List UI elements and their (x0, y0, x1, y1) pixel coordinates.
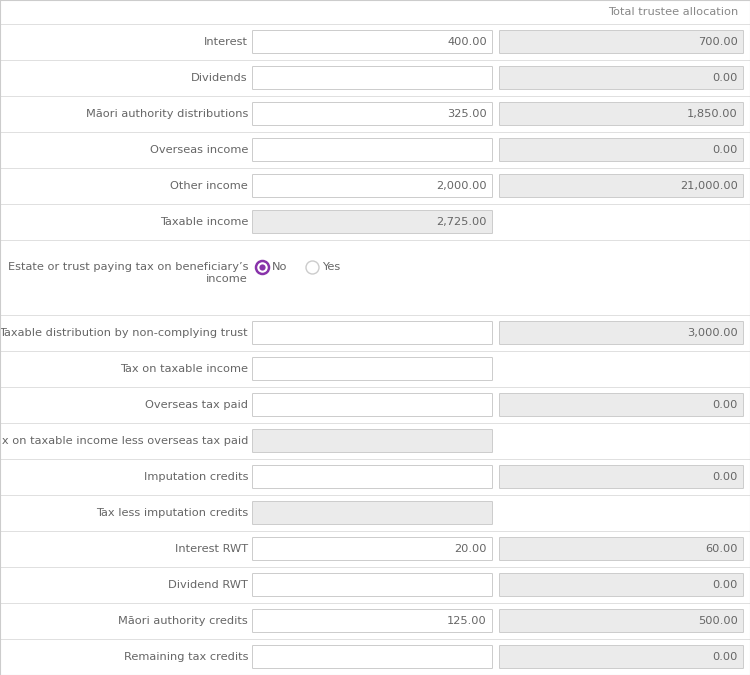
FancyBboxPatch shape (253, 67, 493, 90)
Text: Remaining tax credits: Remaining tax credits (124, 652, 248, 662)
Text: 0.00: 0.00 (712, 145, 738, 155)
FancyBboxPatch shape (253, 321, 493, 344)
Text: Interest: Interest (204, 37, 248, 47)
FancyBboxPatch shape (253, 103, 493, 126)
FancyBboxPatch shape (253, 429, 493, 452)
FancyBboxPatch shape (253, 610, 493, 632)
FancyBboxPatch shape (500, 138, 743, 161)
Text: Yes: Yes (322, 263, 340, 273)
Text: 3,000.00: 3,000.00 (687, 328, 738, 338)
Text: Imputation credits: Imputation credits (143, 472, 248, 482)
Text: Overseas tax paid: Overseas tax paid (145, 400, 248, 410)
Text: Overseas income: Overseas income (149, 145, 248, 155)
Text: 0.00: 0.00 (712, 472, 738, 482)
FancyBboxPatch shape (500, 67, 743, 90)
FancyBboxPatch shape (500, 645, 743, 668)
Text: 0.00: 0.00 (712, 652, 738, 662)
Text: 500.00: 500.00 (698, 616, 738, 626)
Text: Total trustee allocation: Total trustee allocation (608, 7, 738, 17)
Text: Tax on taxable income: Tax on taxable income (120, 364, 248, 374)
FancyBboxPatch shape (500, 321, 743, 344)
FancyBboxPatch shape (253, 211, 493, 234)
FancyBboxPatch shape (500, 466, 743, 489)
FancyBboxPatch shape (253, 645, 493, 668)
Text: Taxable income: Taxable income (160, 217, 248, 227)
Text: 2,725.00: 2,725.00 (436, 217, 487, 227)
Text: 21,000.00: 21,000.00 (680, 181, 738, 191)
FancyBboxPatch shape (500, 103, 743, 126)
Circle shape (256, 261, 269, 274)
Text: Tax on taxable income less overseas tax paid: Tax on taxable income less overseas tax … (0, 436, 248, 446)
Text: Māori authority credits: Māori authority credits (118, 616, 248, 626)
Text: No: No (272, 263, 287, 273)
FancyBboxPatch shape (500, 175, 743, 198)
Text: Māori authority distributions: Māori authority distributions (86, 109, 248, 119)
FancyBboxPatch shape (253, 30, 493, 53)
FancyBboxPatch shape (253, 394, 493, 416)
Text: Estate or trust paying tax on beneficiary’s: Estate or trust paying tax on beneficiar… (8, 263, 248, 273)
FancyBboxPatch shape (253, 574, 493, 597)
Text: Tax less imputation credits: Tax less imputation credits (96, 508, 248, 518)
Text: 125.00: 125.00 (447, 616, 487, 626)
Text: 0.00: 0.00 (712, 580, 738, 590)
FancyBboxPatch shape (253, 138, 493, 161)
Text: 2,000.00: 2,000.00 (436, 181, 487, 191)
FancyBboxPatch shape (253, 175, 493, 198)
Text: 400.00: 400.00 (447, 37, 487, 47)
Text: 0.00: 0.00 (712, 400, 738, 410)
FancyBboxPatch shape (500, 30, 743, 53)
Text: Dividends: Dividends (191, 73, 248, 83)
Text: 20.00: 20.00 (454, 544, 487, 554)
FancyBboxPatch shape (500, 537, 743, 560)
Text: 700.00: 700.00 (698, 37, 738, 47)
Text: 1,850.00: 1,850.00 (687, 109, 738, 119)
Circle shape (260, 265, 266, 271)
Text: Other income: Other income (170, 181, 248, 191)
Circle shape (306, 261, 319, 274)
Text: 60.00: 60.00 (706, 544, 738, 554)
FancyBboxPatch shape (253, 537, 493, 560)
Text: income: income (206, 275, 248, 284)
FancyBboxPatch shape (500, 610, 743, 632)
Text: Dividend RWT: Dividend RWT (168, 580, 248, 590)
Text: Taxable distribution by non-complying trust: Taxable distribution by non-complying tr… (0, 328, 248, 338)
Text: 325.00: 325.00 (447, 109, 487, 119)
FancyBboxPatch shape (500, 574, 743, 597)
FancyBboxPatch shape (500, 394, 743, 416)
FancyBboxPatch shape (253, 358, 493, 381)
Text: 0.00: 0.00 (712, 73, 738, 83)
FancyBboxPatch shape (253, 502, 493, 524)
FancyBboxPatch shape (253, 466, 493, 489)
Text: Interest RWT: Interest RWT (175, 544, 248, 554)
